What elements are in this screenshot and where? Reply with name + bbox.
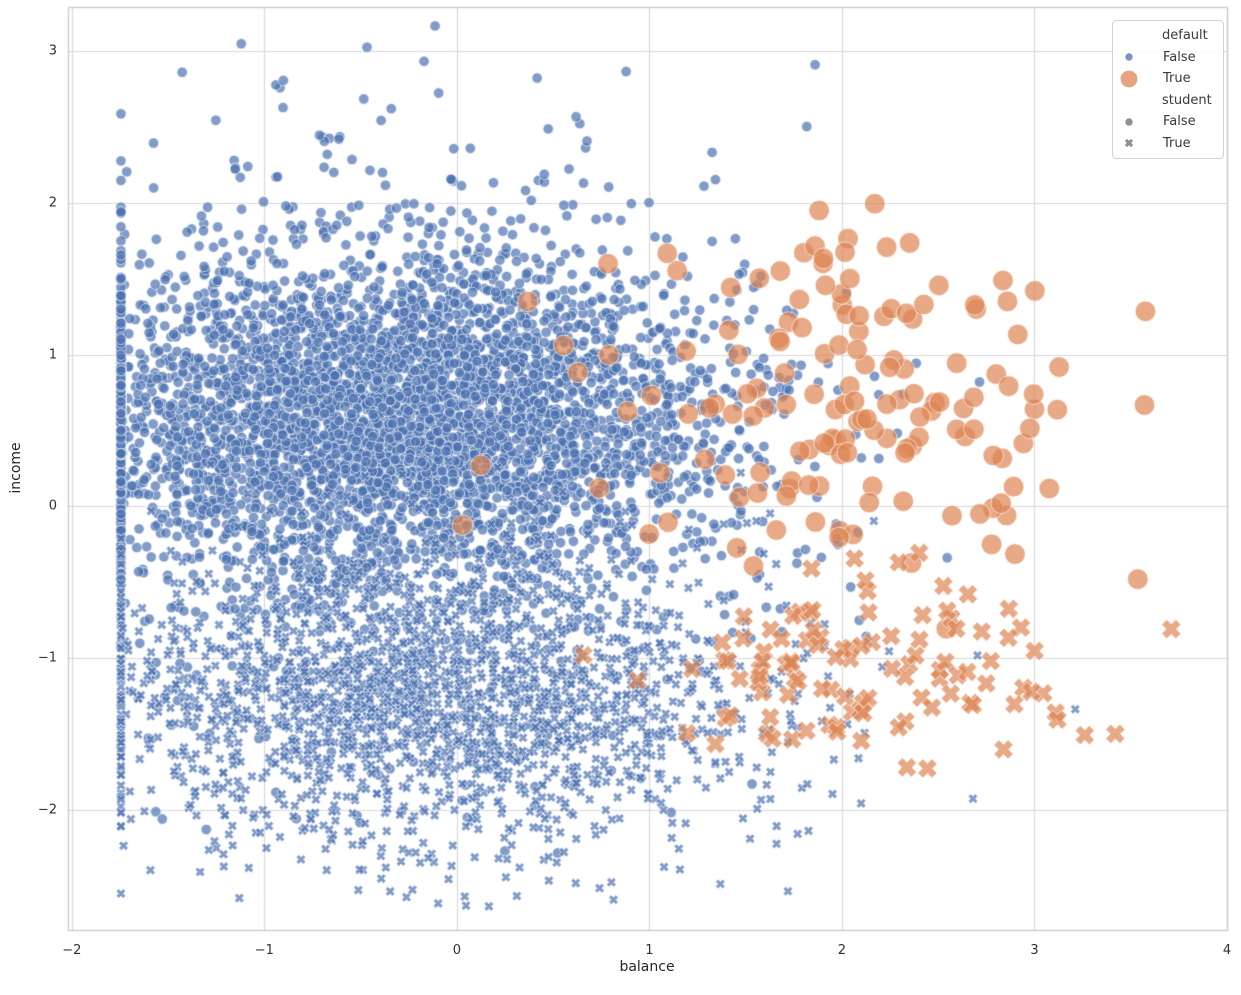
x-tick-label: 0 bbox=[452, 943, 462, 958]
legend-marker-student-true-x-icon bbox=[1113, 136, 1145, 150]
legend-item-student-true: True bbox=[1113, 133, 1223, 155]
legend-item-default-false: False bbox=[1113, 47, 1223, 69]
y-axis-label: income bbox=[8, 442, 24, 494]
y-tick-label: 0 bbox=[48, 498, 57, 514]
x-tick-label: 3 bbox=[1030, 943, 1039, 958]
legend-section-title-default: default bbox=[1113, 25, 1223, 47]
legend-title-student: student bbox=[1162, 92, 1212, 108]
y-tick-label: 1 bbox=[48, 347, 57, 363]
y-tick-label: 2 bbox=[48, 195, 57, 211]
legend-section-title-student: student bbox=[1113, 90, 1223, 112]
x-tick-label: 4 bbox=[1222, 943, 1232, 958]
legend-item-student-false: False bbox=[1113, 111, 1223, 133]
legend: default False True student bbox=[1112, 20, 1224, 159]
y-tick-label: −1 bbox=[37, 650, 57, 666]
x-tick-label: 1 bbox=[645, 943, 654, 958]
legend-marker-default-true-circle-icon bbox=[1113, 69, 1145, 89]
x-tick-label: 2 bbox=[837, 943, 847, 958]
y-tick-label: 3 bbox=[48, 43, 57, 59]
x-axis-label: balance bbox=[619, 959, 675, 975]
legend-marker-student-false-circle-icon bbox=[1113, 115, 1145, 129]
x-tick-label: −1 bbox=[254, 943, 274, 958]
legend-item-default-true: True bbox=[1113, 68, 1223, 90]
legend-marker-default-false-circle-icon bbox=[1113, 50, 1145, 64]
legend-label-default-false: False bbox=[1163, 49, 1196, 65]
legend-title-default: default bbox=[1162, 28, 1208, 44]
x-tick-label: −2 bbox=[62, 943, 82, 958]
legend-label-default-true: True bbox=[1163, 71, 1191, 87]
legend-label-student-false: False bbox=[1163, 114, 1196, 130]
legend-label-student-true: True bbox=[1163, 135, 1191, 151]
y-tick-label: −2 bbox=[37, 802, 57, 818]
